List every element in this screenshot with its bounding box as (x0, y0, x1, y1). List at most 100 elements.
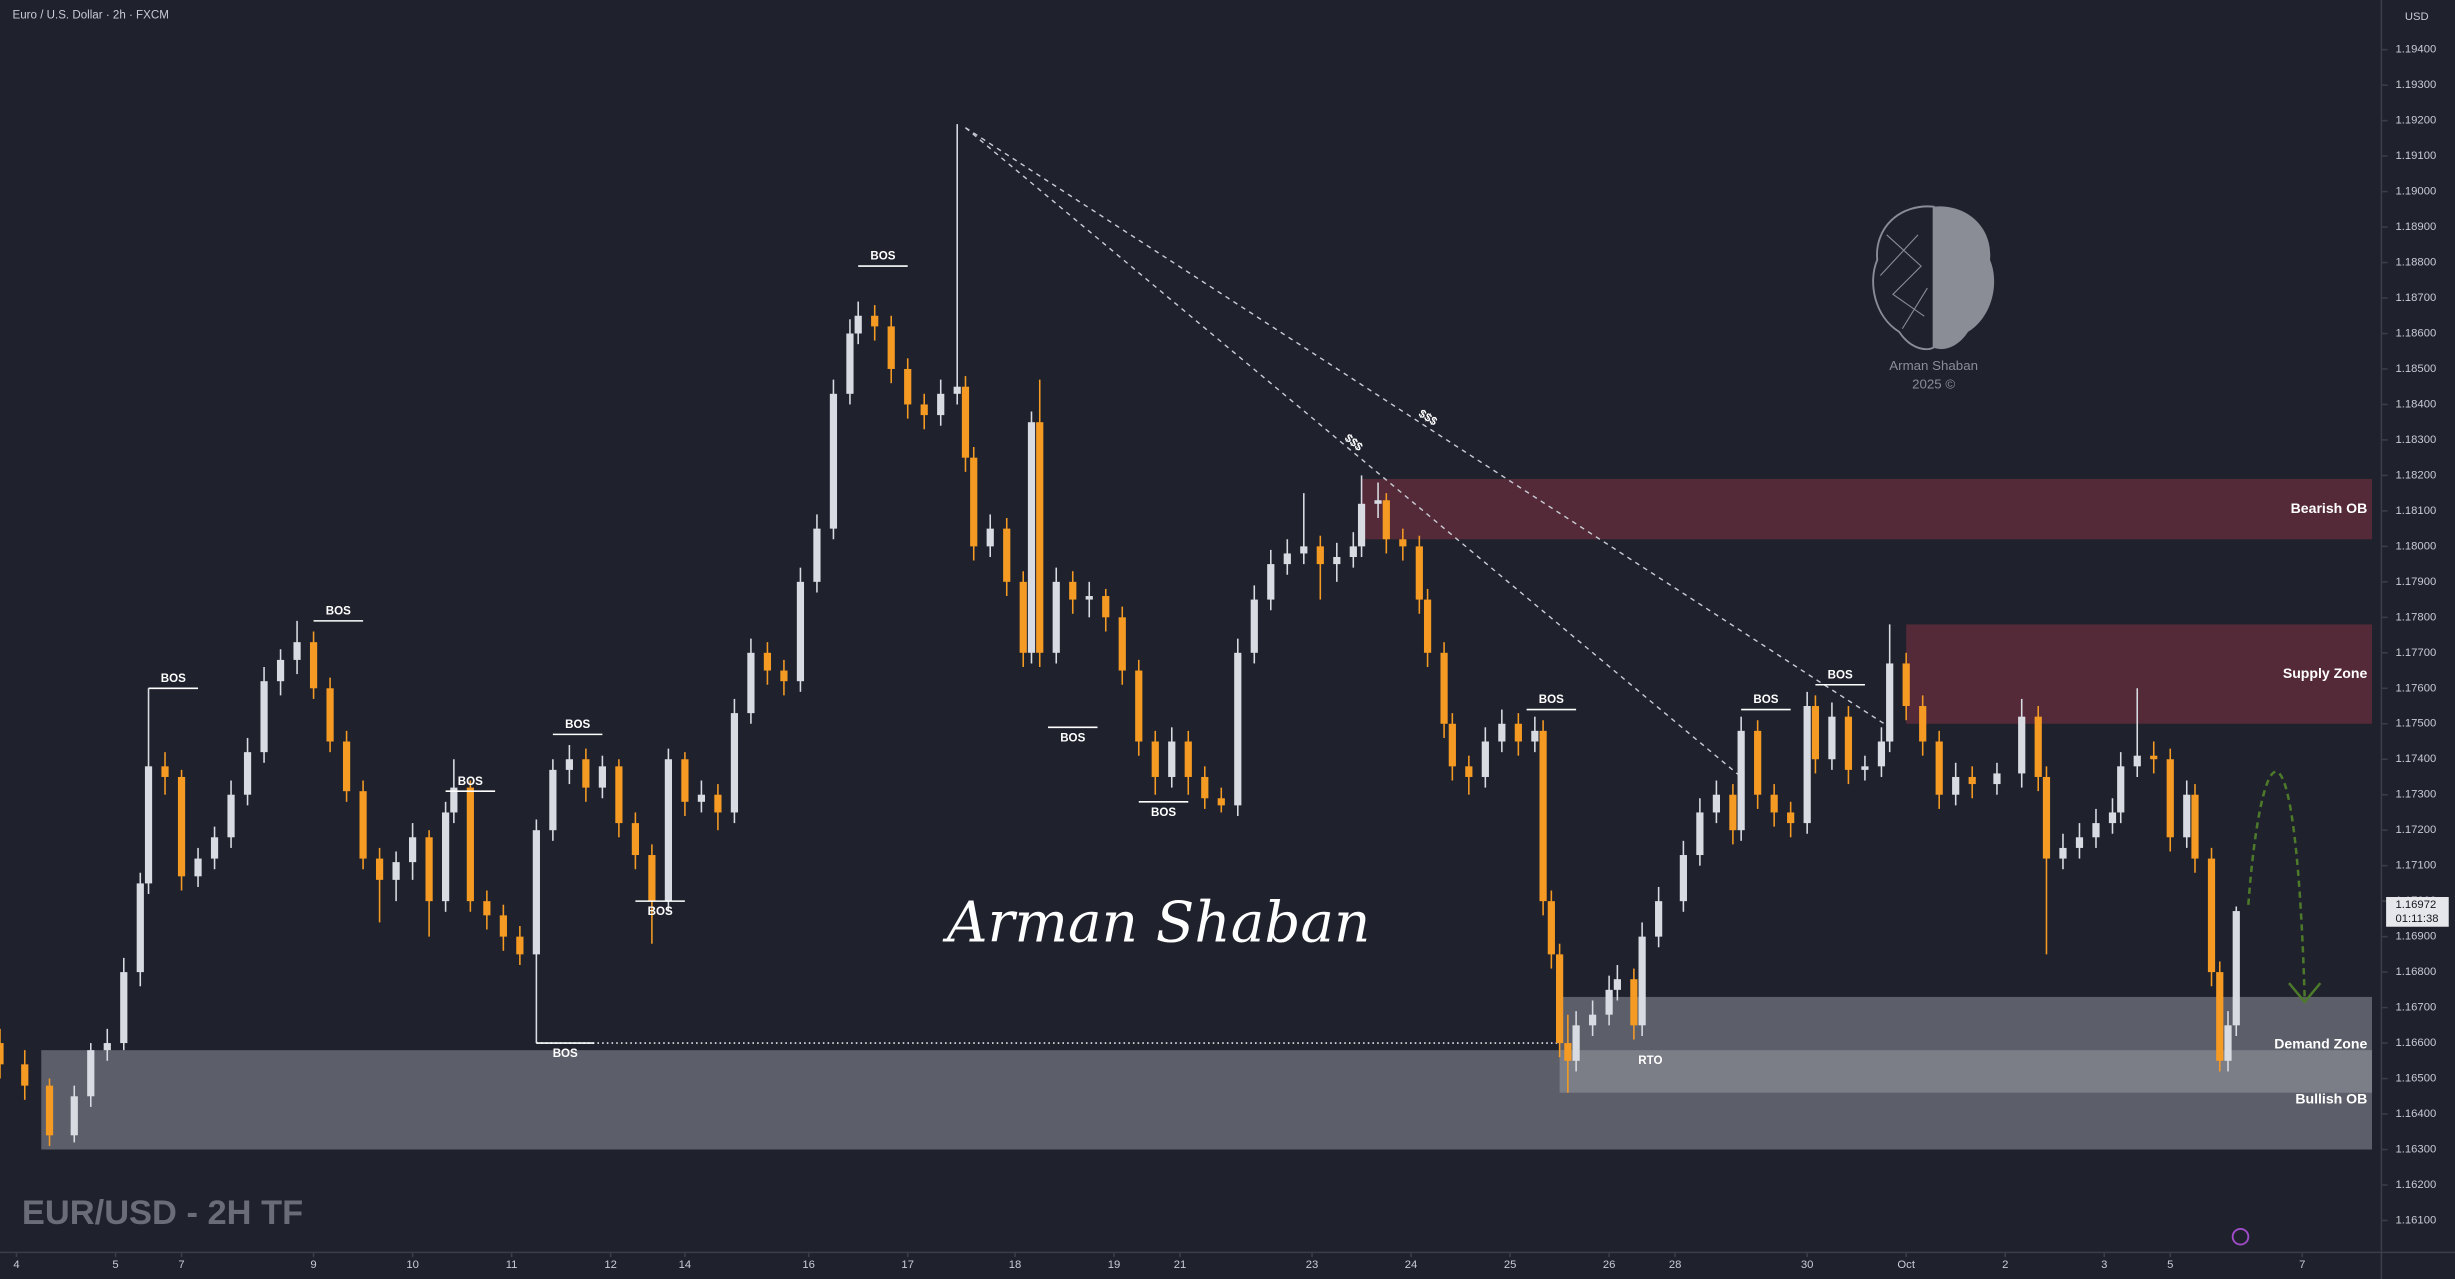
y-tick-label: 1.17500 (2396, 718, 2437, 730)
candle-body (1234, 652, 1242, 806)
candle-body (2216, 972, 2224, 1061)
candle-body (144, 766, 153, 884)
candle-body (1886, 663, 1894, 742)
candle-body (1415, 546, 1423, 600)
y-tick-label: 1.17200 (2396, 824, 2437, 836)
candle-body (87, 1050, 95, 1097)
candle-body (1151, 741, 1159, 777)
candle-body (103, 1043, 111, 1051)
candle-body (45, 1085, 54, 1136)
bos-label: BOS (1539, 694, 1564, 706)
y-tick-label: 1.19300 (2396, 79, 2437, 91)
x-tick-label: 14 (679, 1259, 692, 1271)
candle-body (1968, 776, 1976, 785)
candle-body (450, 787, 458, 813)
zone-label: Bullish OB (2295, 1091, 2367, 1107)
candle-body (1250, 599, 1258, 653)
y-tick-label: 1.17600 (2396, 682, 2437, 694)
candle-body (499, 915, 507, 937)
candle-body (1027, 422, 1036, 653)
candle-body (1423, 599, 1432, 653)
candle-body (1003, 528, 1011, 582)
logo-brain-left (1872, 205, 1935, 350)
candle-body (970, 457, 978, 547)
x-tick-label: 21 (1174, 1259, 1187, 1271)
logo: Arman Shaban 2025 © (1872, 205, 1995, 392)
lines-layer (536, 127, 1891, 1044)
candle-body (1605, 989, 1613, 1015)
candle-body (1283, 553, 1291, 565)
x-tick-label: 10 (406, 1259, 419, 1271)
candle-body (1168, 741, 1176, 777)
candle-body (1861, 766, 1869, 770)
icon (2231, 1227, 2250, 1246)
logo-brain-right (1933, 206, 1995, 350)
candle-body (697, 794, 706, 802)
rto-label: RTO (1638, 1055, 1662, 1067)
x-tick-label: 5 (112, 1259, 118, 1271)
signature: Arman Shaban (942, 890, 1370, 955)
candle-body (2075, 837, 2084, 848)
candle-body (2092, 823, 2100, 838)
candle-body (392, 862, 400, 880)
x-tick-label: 5 (2167, 1259, 2173, 1271)
candle-body (1481, 741, 1489, 777)
candle-body (1399, 539, 1407, 547)
candle-body (276, 659, 285, 682)
candle-body (2133, 755, 2141, 767)
candle-body (1300, 546, 1308, 554)
candle-body (1357, 503, 1366, 547)
candle-body (425, 837, 433, 902)
candle-body (1952, 776, 1960, 795)
candle-body (1877, 741, 1886, 767)
zone-label: Bearish OB (2291, 500, 2368, 516)
x-tick-label: 4 (13, 1259, 19, 1271)
candle-body (747, 652, 755, 714)
candle-body (1572, 1025, 1580, 1061)
y-tick-label: 1.16400 (2396, 1108, 2437, 1120)
candle-body (532, 830, 540, 955)
candle-body (582, 759, 590, 788)
y-tick-label: 1.18200 (2396, 469, 2437, 481)
candle-body (227, 794, 235, 838)
y-tick-label: 1.16100 (2396, 1214, 2437, 1226)
countdown-label: 01:11:38 (2396, 913, 2439, 925)
candle-body (1465, 766, 1473, 777)
bos-label: BOS (648, 906, 673, 918)
x-tick-label: 30 (1801, 1259, 1814, 1271)
y-tick-label: 1.17700 (2396, 647, 2437, 659)
y-tick-label: 1.16700 (2396, 1002, 2437, 1014)
candle-body (871, 315, 879, 327)
y-tick-label: 1.17400 (2396, 753, 2437, 765)
candle-body (648, 855, 656, 902)
candle-body (829, 393, 838, 529)
candle-body (1135, 670, 1143, 742)
candle-body (598, 766, 606, 788)
candle-body (260, 681, 268, 753)
candle-body (549, 769, 557, 831)
candle-body (986, 528, 994, 547)
bos-label: BOS (1753, 694, 1778, 706)
candle-body (375, 858, 384, 880)
candle-body (780, 670, 788, 682)
candle-body (937, 393, 945, 416)
candle-body (1630, 979, 1638, 1026)
candle-body (1184, 741, 1192, 777)
candle-body (466, 787, 474, 902)
candle-body (1902, 663, 1910, 707)
candle-body (194, 858, 202, 877)
candle-body (2150, 755, 2158, 760)
candle-body (1498, 723, 1506, 742)
candle-body (1440, 652, 1448, 724)
candle-body (2191, 794, 2199, 859)
candle-body (1613, 979, 1621, 990)
candle-body (1547, 901, 1555, 955)
candle-body (953, 386, 961, 394)
candle-body (1539, 730, 1547, 902)
candle-body (2108, 812, 2117, 824)
candle-body (615, 766, 623, 824)
candle-body (70, 1096, 78, 1136)
candle-body (1102, 596, 1110, 618)
zone (1361, 478, 2373, 540)
